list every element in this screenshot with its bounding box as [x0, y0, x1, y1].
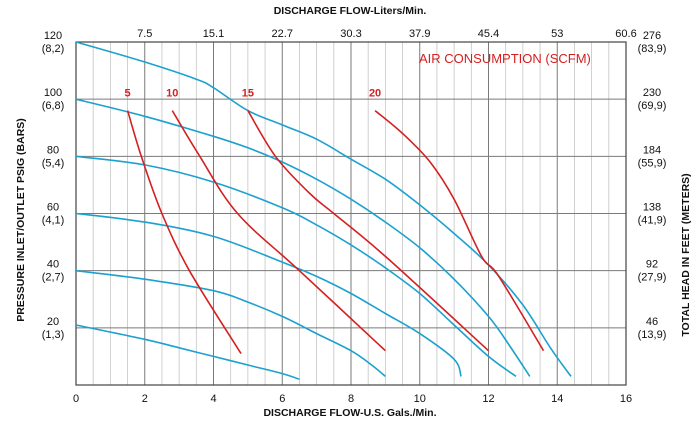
y-right-tick-ft: 276	[643, 30, 661, 42]
y-right-tick-m: (41,9)	[638, 215, 667, 227]
top-tick-label: 7.5	[137, 28, 152, 40]
x-axis-title: DISCHARGE FLOW-U.S. Gals./Min.	[263, 407, 436, 419]
x-tick-label: 14	[551, 393, 563, 405]
air-curve-label-10: 10	[166, 87, 178, 99]
y-right-tick-m: (83,9)	[638, 43, 667, 55]
y-left-tick-bar: (1,3)	[42, 329, 65, 341]
top-tick-label: 22.7	[272, 28, 293, 40]
y-right-tick-ft: 230	[643, 87, 661, 99]
top-tick-label: 45.4	[478, 28, 499, 40]
pressure-curve-6	[75, 324, 300, 381]
top-tick-label: 53	[551, 28, 563, 40]
y-left-tick-bar: (4,1)	[42, 215, 65, 227]
x-tick-label: 4	[210, 393, 216, 405]
y-right-tick-ft: 138	[643, 202, 661, 214]
pressure-curve-4	[75, 212, 462, 377]
y-left-tick-psi: 100	[44, 87, 62, 99]
air-curve-10	[171, 110, 386, 352]
y-right-tick-m: (13,9)	[638, 329, 667, 341]
air-curve-20	[374, 109, 545, 352]
y-left-tick-psi: 20	[47, 316, 59, 328]
air-curve-5	[126, 110, 242, 355]
x-tick-label: 2	[142, 393, 148, 405]
air-curve-label-20: 20	[369, 87, 381, 99]
x-tick-label: 10	[414, 393, 426, 405]
pressure-curve-1	[75, 41, 572, 377]
y-left-tick-psi: 80	[47, 144, 59, 156]
x-tick-label: 6	[279, 393, 285, 405]
y-right-tick-m: (69,9)	[638, 100, 667, 112]
pressure-curve-2	[75, 98, 531, 377]
x-tick-label: 12	[482, 393, 494, 405]
left-axis-title: PRESSURE INLET/OUTLET PSIG (BARS)	[15, 118, 27, 322]
y-left-tick-bar: (8,2)	[42, 43, 65, 55]
top-tick-label: 15.1	[203, 28, 224, 40]
x-tick-label: 8	[348, 393, 354, 405]
air-curve-label-5: 5	[125, 87, 131, 99]
air-curve-15	[247, 110, 490, 352]
y-left-tick-bar: (5,4)	[42, 157, 65, 169]
air-curve-label-15: 15	[242, 87, 254, 99]
top-axis-title: DISCHARGE FLOW-Liters/Min.	[274, 5, 427, 17]
top-tick-label: 60.6	[615, 28, 636, 40]
right-axis-title: TOTAL HEAD IN FEET (METERS)	[680, 173, 692, 336]
y-left-tick-psi: 40	[47, 259, 59, 271]
y-left-tick-psi: 60	[47, 202, 59, 214]
x-tick-label: 16	[620, 393, 632, 405]
y-right-tick-ft: 92	[646, 259, 658, 271]
y-right-tick-ft: 184	[643, 144, 661, 156]
x-tick-label: 0	[73, 393, 79, 405]
y-right-tick-m: (55,9)	[638, 157, 667, 169]
y-right-tick-m: (27,9)	[638, 272, 667, 284]
y-left-tick-bar: (2,7)	[42, 272, 65, 284]
pressure-curve-5	[75, 269, 386, 378]
pressure-curve-3	[75, 155, 517, 378]
top-tick-label: 30.3	[340, 28, 361, 40]
y-left-tick-bar: (6,8)	[42, 100, 65, 112]
y-left-tick-psi: 120	[44, 30, 62, 42]
air-consumption-annotation: AIR CONSUMPTION (SCFM)	[419, 51, 591, 66]
y-right-tick-ft: 46	[646, 316, 658, 328]
top-tick-label: 37.9	[409, 28, 430, 40]
